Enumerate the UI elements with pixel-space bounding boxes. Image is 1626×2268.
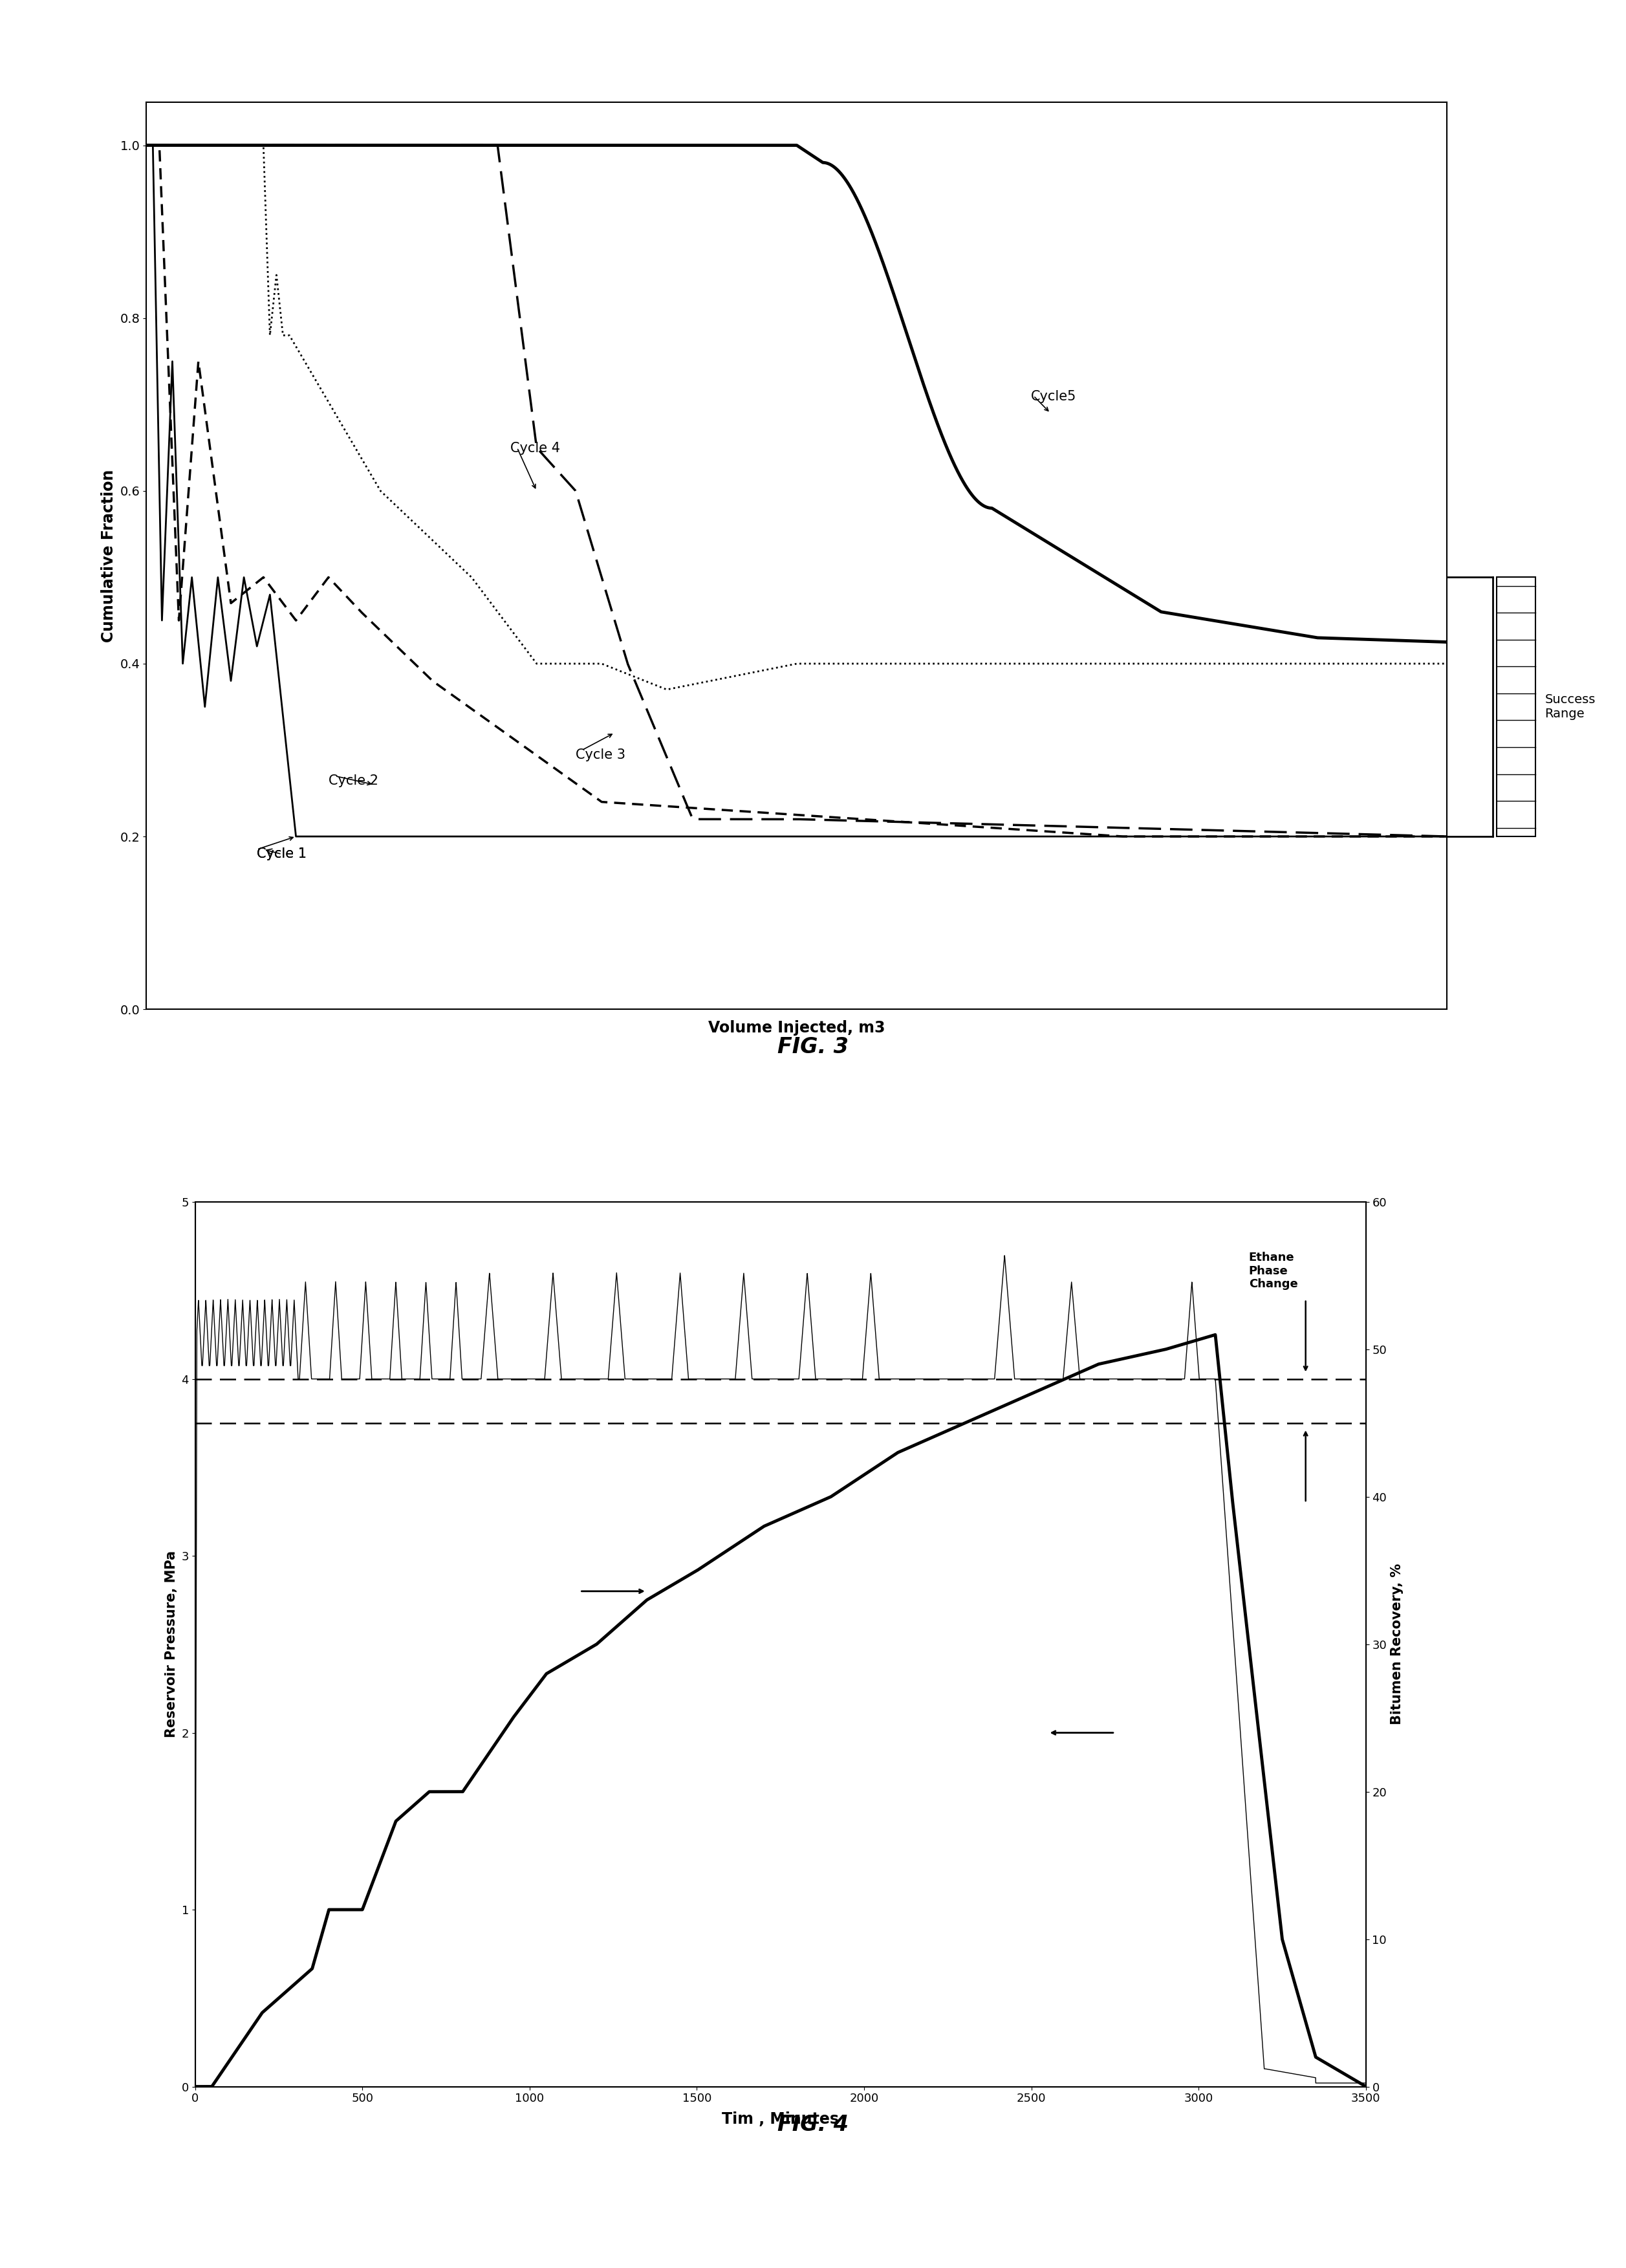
Y-axis label: Cumulative Fraction: Cumulative Fraction	[101, 469, 117, 642]
Y-axis label: Reservoir Pressure, MPa: Reservoir Pressure, MPa	[164, 1551, 177, 1737]
Text: Cycle 2: Cycle 2	[328, 773, 379, 787]
Text: FIG. 3: FIG. 3	[777, 1036, 849, 1057]
Bar	[1496, 578, 1535, 837]
Text: Cycle 1: Cycle 1	[257, 848, 307, 860]
Text: Ethane
Phase
Change: Ethane Phase Change	[1249, 1252, 1298, 1290]
X-axis label: Tim , Minutes: Tim , Minutes	[722, 2112, 839, 2127]
Text: Cycle 1: Cycle 1	[257, 848, 307, 860]
Text: Cycle 3: Cycle 3	[576, 748, 626, 762]
Text: Success
Range: Success Range	[1545, 694, 1595, 721]
Text: FIG. 4: FIG. 4	[777, 2114, 849, 2134]
Text: Cycle5: Cycle5	[1031, 390, 1076, 404]
Text: Cycle 4: Cycle 4	[511, 442, 561, 454]
X-axis label: Volume Injected, m3: Volume Injected, m3	[709, 1021, 885, 1036]
Y-axis label: Bitumen Recovery, %: Bitumen Recovery, %	[1390, 1563, 1403, 1726]
